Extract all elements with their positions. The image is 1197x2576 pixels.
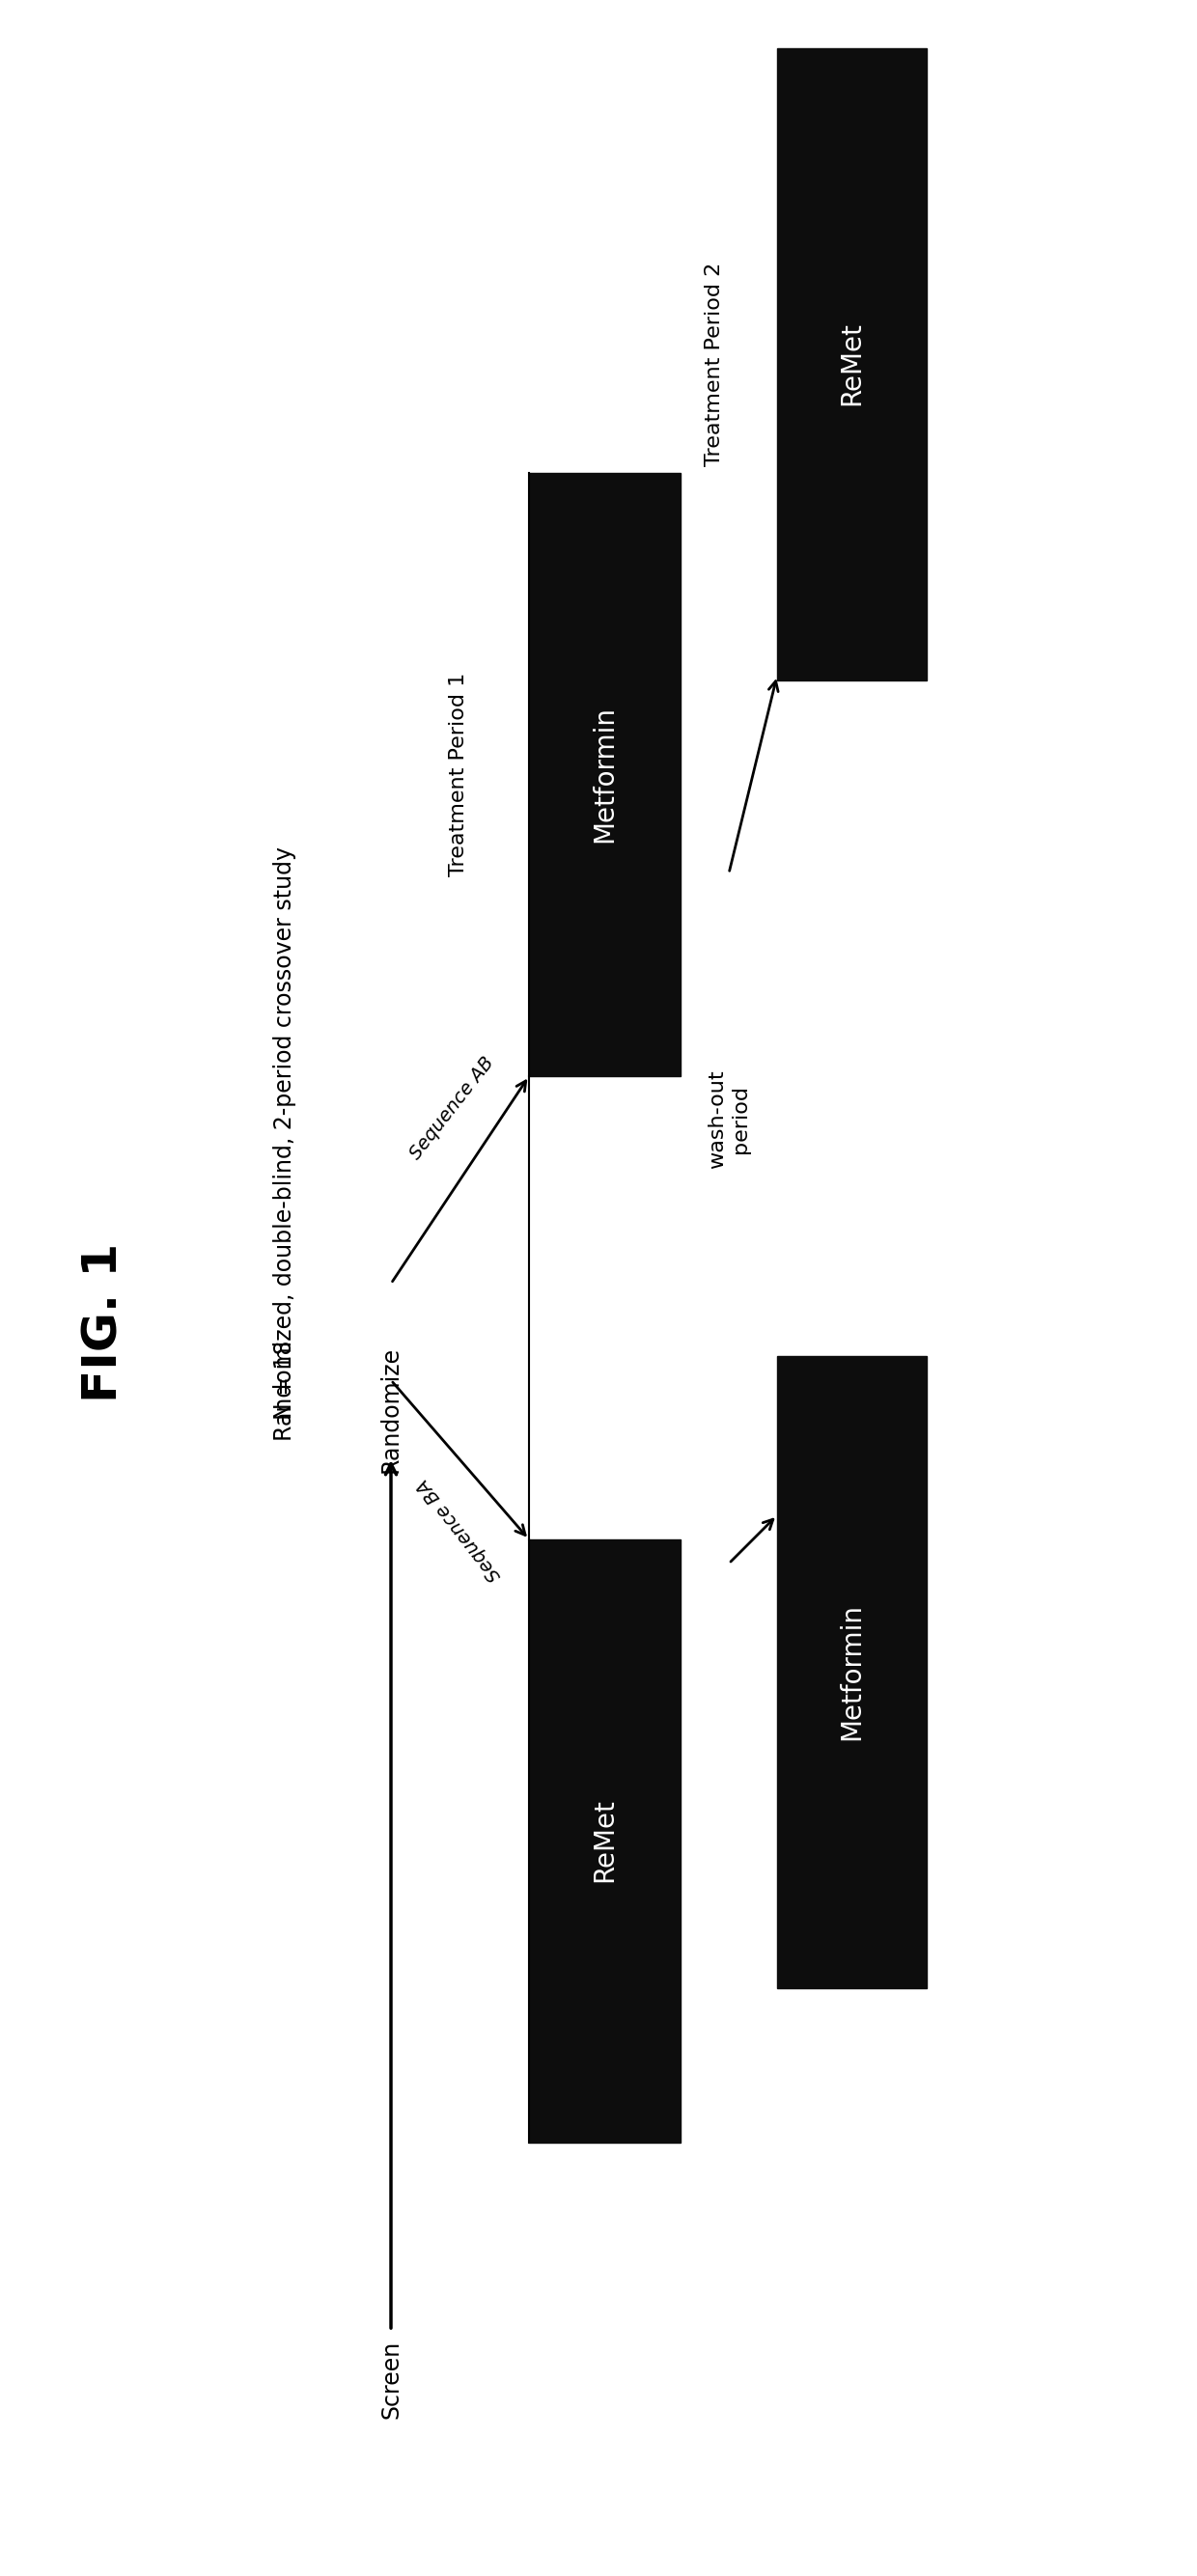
Text: Treatment Period 2: Treatment Period 2 <box>705 263 724 466</box>
Text: FIG. 1: FIG. 1 <box>81 1242 127 1401</box>
Bar <box>529 474 681 1077</box>
Text: Randomize: Randomize <box>379 1345 402 1473</box>
Text: Sequence BA: Sequence BA <box>414 1473 505 1584</box>
Text: Sequence AB: Sequence AB <box>406 1054 498 1162</box>
Text: N = 18: N = 18 <box>273 1340 297 1419</box>
Text: ReMet: ReMet <box>838 322 865 407</box>
Text: wash-out
period: wash-out period <box>707 1069 749 1170</box>
Text: Metformin: Metformin <box>838 1602 865 1741</box>
Bar <box>777 49 926 680</box>
Text: Metformin: Metformin <box>591 706 618 842</box>
Text: ReMet: ReMet <box>591 1798 618 1883</box>
Text: Treatment Period 1: Treatment Period 1 <box>449 672 468 876</box>
Bar <box>777 1355 926 1989</box>
Text: Screen: Screen <box>379 2339 402 2419</box>
Bar <box>529 1540 681 2143</box>
Text: Randomized, double-blind, 2-period crossover study: Randomized, double-blind, 2-period cross… <box>273 848 297 1440</box>
